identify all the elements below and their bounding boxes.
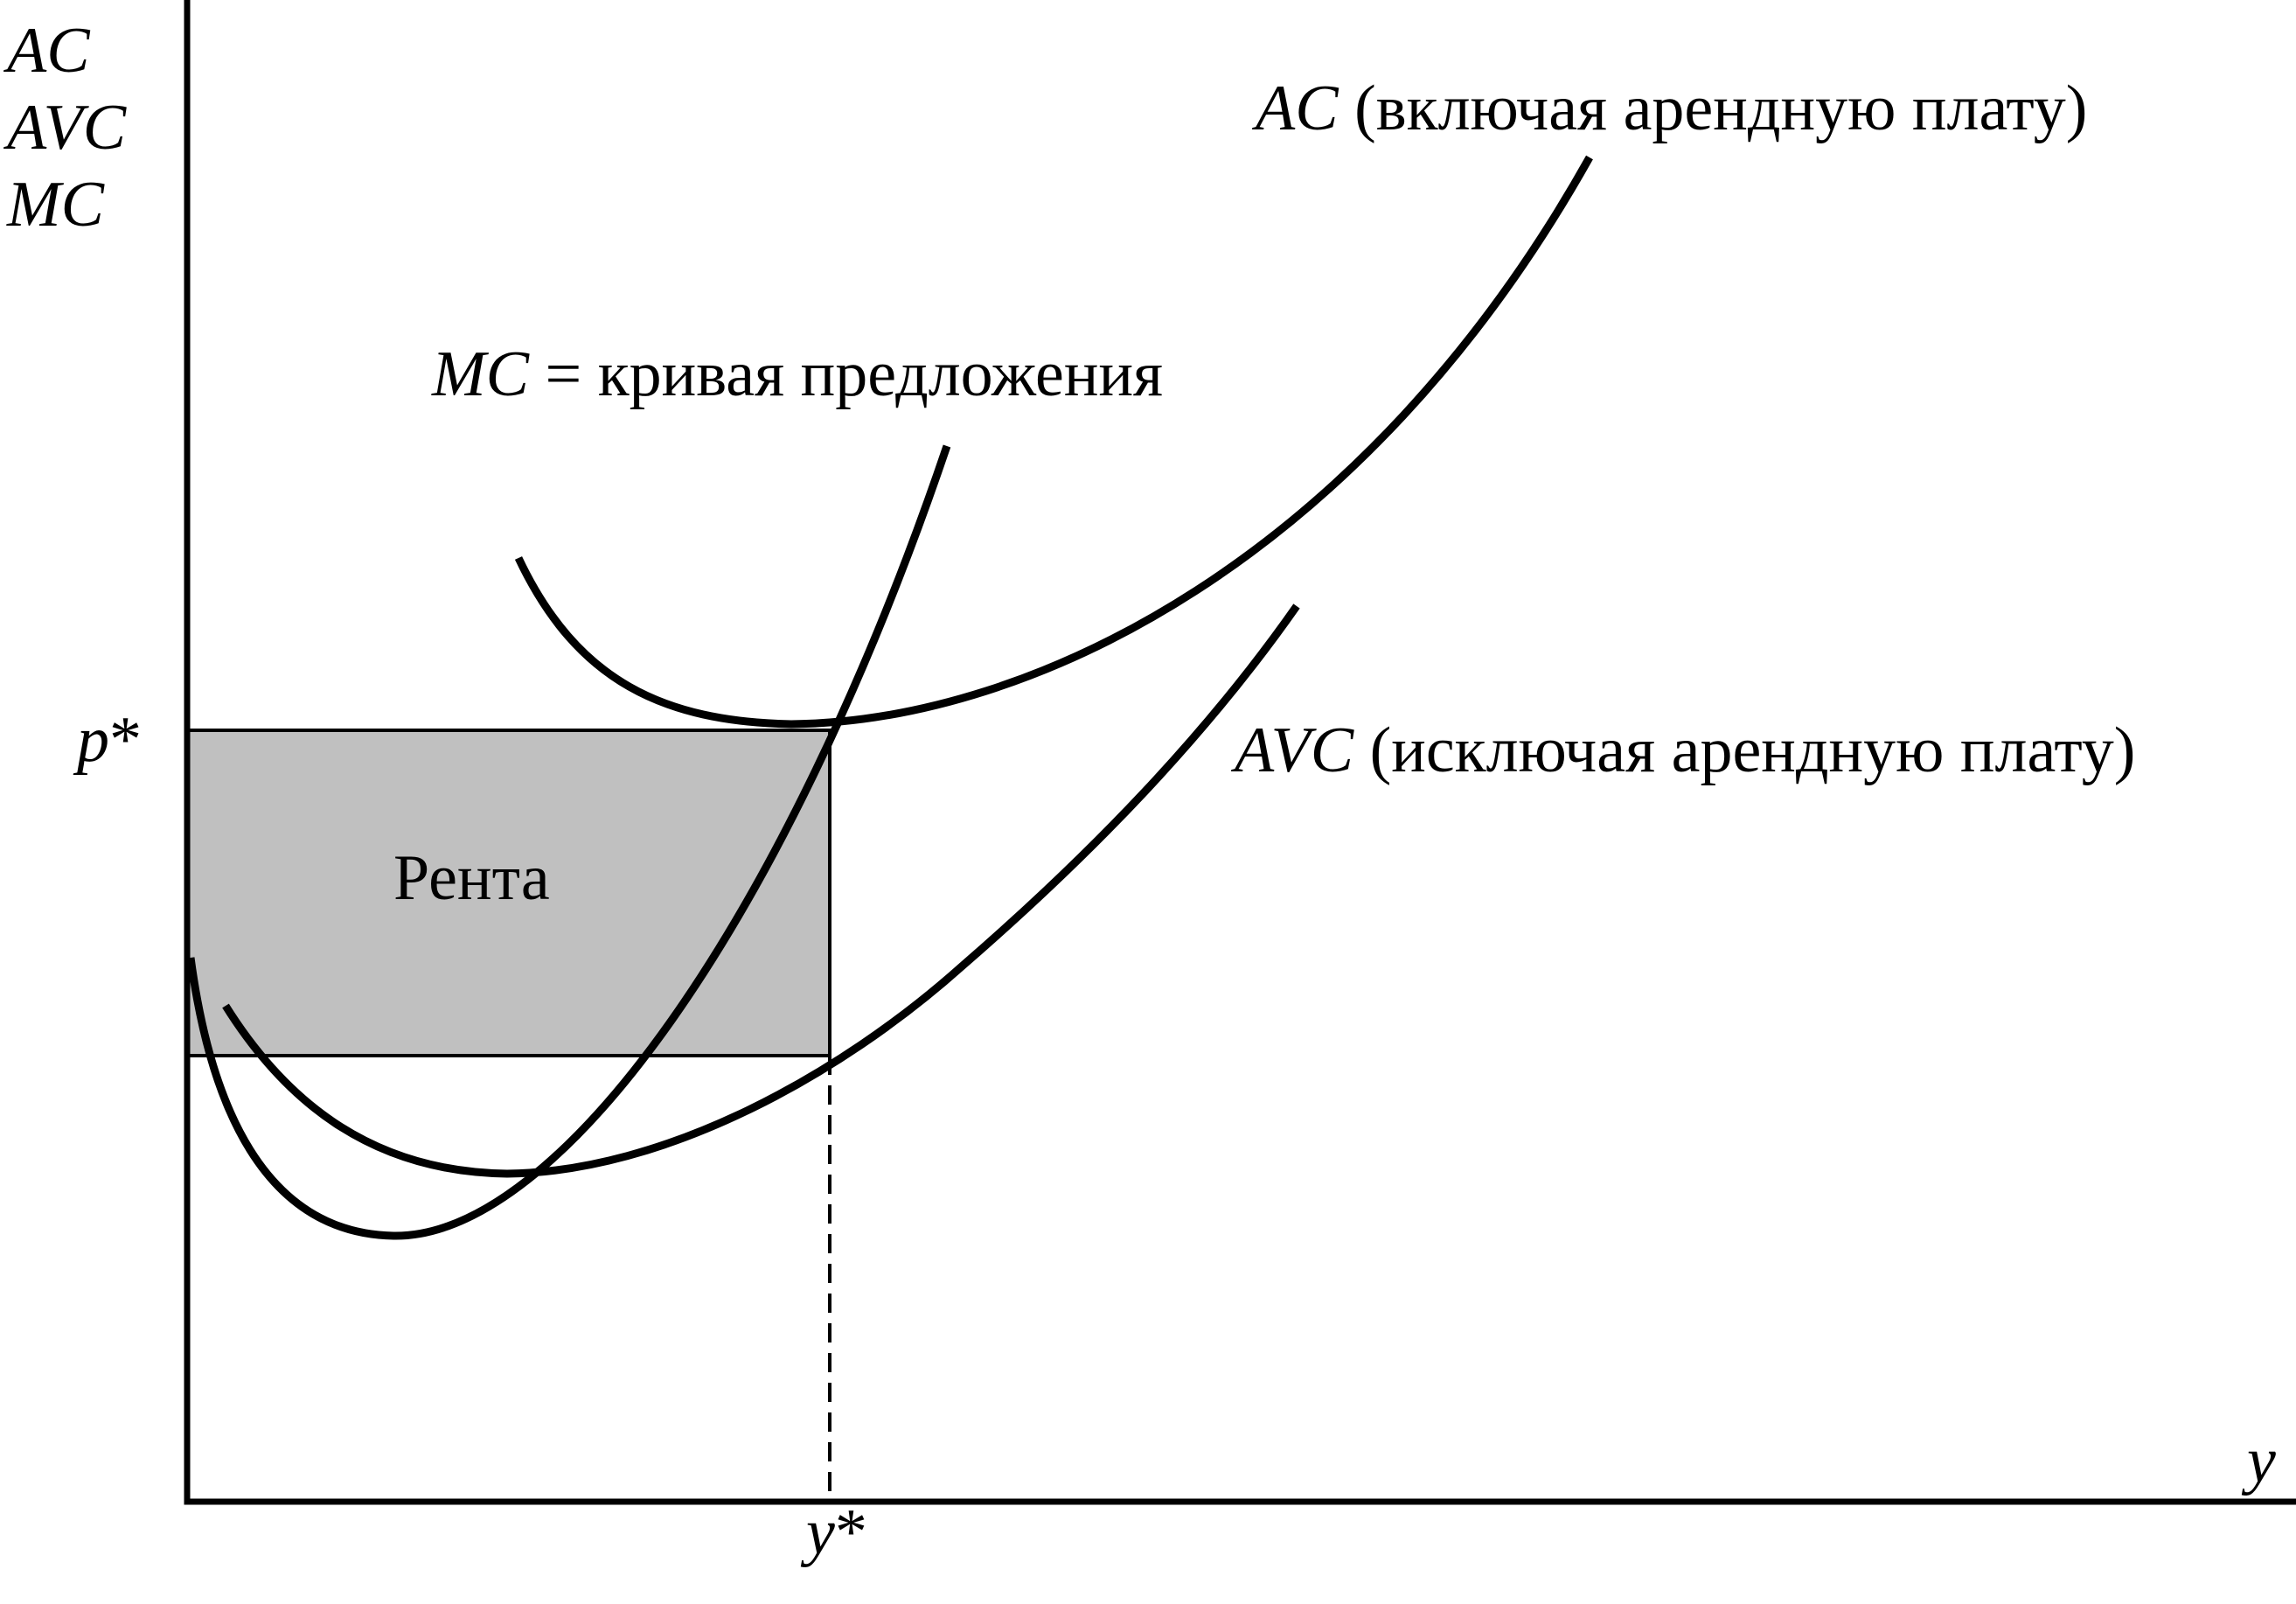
y-star-label: y* [800,1496,867,1568]
rent-area [185,729,831,1057]
avc-curve [222,603,1300,1178]
y-axis-label-avc: AVC [3,92,128,164]
ac-curve-label: AC (включая арендную плату) [1251,73,2087,144]
mc-curve [186,444,951,1240]
ac-curve [514,155,1593,729]
y-axis-label-mc: MC [6,169,106,241]
mc-curve-label: MC = кривая предложения [431,338,1163,410]
axes [184,0,2296,1505]
rent-label: Рента [393,842,550,914]
avc-curve-label: AVC (исключая арендную плату) [1230,715,2135,786]
y-axis-label-ac: AC [3,15,91,87]
x-axis-label: y [2241,1425,2276,1496]
p-star-label: p* [73,704,142,776]
